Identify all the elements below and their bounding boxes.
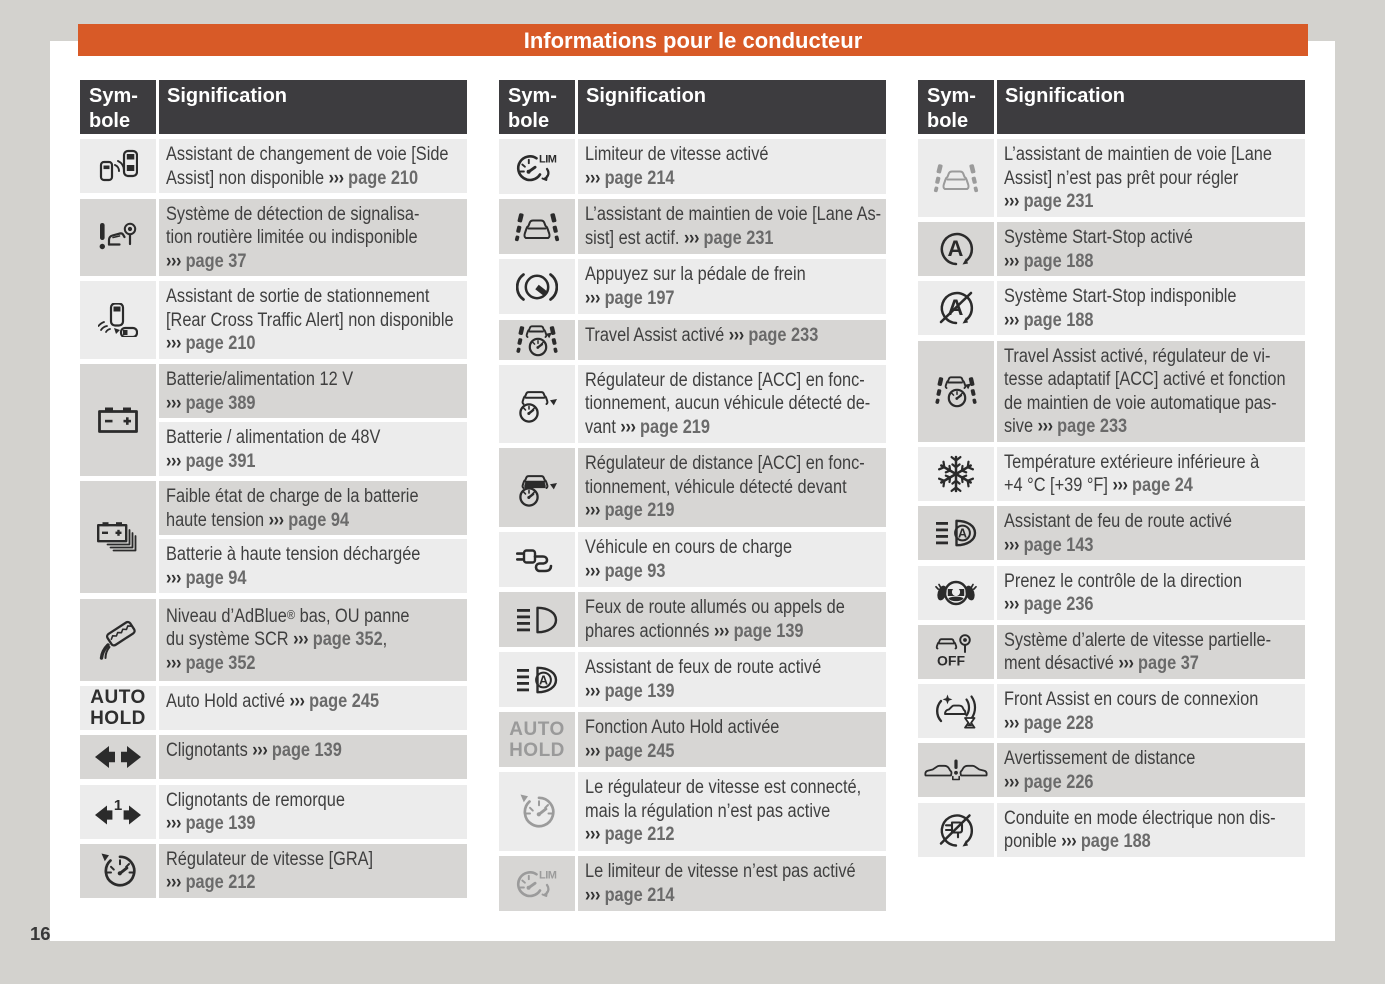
svg-text:A: A xyxy=(958,527,967,541)
svg-text:LIM: LIM xyxy=(539,153,557,165)
svg-text:A: A xyxy=(948,236,964,261)
svg-text:OFF: OFF xyxy=(937,652,965,668)
svg-text:A: A xyxy=(539,673,548,687)
svg-text:1: 1 xyxy=(114,798,122,814)
svg-text:LIM: LIM xyxy=(539,870,557,882)
